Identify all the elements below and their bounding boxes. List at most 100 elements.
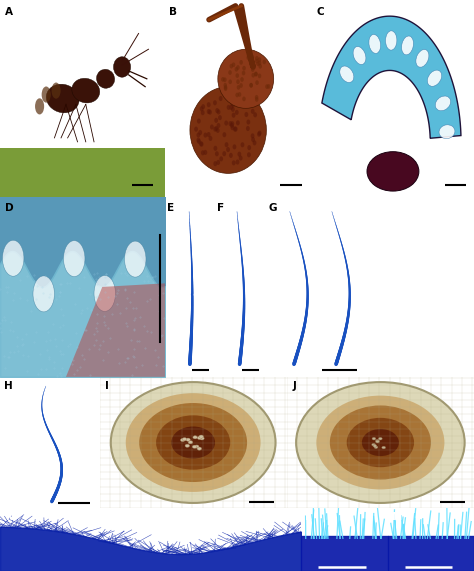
Circle shape — [193, 436, 197, 439]
Circle shape — [257, 132, 261, 137]
Circle shape — [372, 437, 376, 440]
Circle shape — [258, 74, 261, 78]
Text: I: I — [105, 381, 109, 392]
Ellipse shape — [35, 98, 44, 114]
Circle shape — [199, 435, 203, 438]
Circle shape — [197, 447, 201, 450]
Circle shape — [236, 159, 239, 164]
Circle shape — [213, 127, 217, 132]
Circle shape — [378, 437, 382, 440]
Circle shape — [222, 151, 226, 156]
Ellipse shape — [435, 96, 451, 111]
Circle shape — [249, 83, 253, 87]
Circle shape — [201, 150, 205, 155]
Ellipse shape — [97, 69, 115, 89]
Circle shape — [236, 65, 240, 70]
Circle shape — [232, 112, 236, 118]
Text: B: B — [169, 7, 177, 17]
Circle shape — [263, 59, 266, 65]
Circle shape — [215, 151, 219, 156]
Circle shape — [215, 108, 219, 113]
Circle shape — [234, 127, 237, 132]
Circle shape — [194, 127, 198, 132]
Circle shape — [251, 133, 255, 138]
Circle shape — [241, 142, 245, 147]
Circle shape — [251, 137, 255, 142]
Circle shape — [219, 156, 223, 162]
Circle shape — [232, 160, 236, 166]
Circle shape — [217, 123, 220, 128]
Text: C: C — [317, 7, 324, 17]
Ellipse shape — [52, 83, 61, 99]
Circle shape — [255, 97, 258, 102]
Circle shape — [182, 437, 187, 441]
Circle shape — [239, 83, 243, 88]
Circle shape — [230, 100, 234, 106]
Circle shape — [197, 119, 201, 124]
Circle shape — [214, 118, 218, 123]
Circle shape — [230, 121, 234, 126]
Circle shape — [235, 67, 238, 71]
Ellipse shape — [296, 382, 465, 503]
Circle shape — [382, 447, 385, 449]
Circle shape — [255, 56, 258, 61]
Circle shape — [265, 85, 269, 89]
Circle shape — [213, 100, 217, 106]
Circle shape — [251, 62, 255, 66]
Circle shape — [196, 138, 200, 143]
Ellipse shape — [72, 78, 100, 103]
Ellipse shape — [369, 34, 381, 54]
Ellipse shape — [428, 70, 442, 86]
Circle shape — [186, 438, 190, 441]
Circle shape — [237, 152, 241, 157]
Circle shape — [235, 110, 239, 115]
Ellipse shape — [439, 125, 455, 139]
Circle shape — [223, 83, 227, 87]
Circle shape — [216, 160, 220, 165]
Circle shape — [201, 110, 205, 115]
Text: F: F — [217, 203, 224, 214]
Circle shape — [197, 436, 202, 440]
Circle shape — [253, 112, 257, 118]
Circle shape — [207, 132, 210, 137]
Circle shape — [242, 96, 246, 101]
Circle shape — [213, 146, 217, 151]
Circle shape — [228, 70, 232, 75]
Circle shape — [228, 121, 232, 126]
Circle shape — [251, 55, 254, 59]
Ellipse shape — [416, 50, 429, 67]
Circle shape — [203, 150, 207, 155]
Bar — [0, 148, 165, 197]
Circle shape — [236, 73, 239, 78]
Circle shape — [233, 99, 237, 104]
Circle shape — [230, 123, 234, 128]
Circle shape — [219, 96, 223, 101]
Circle shape — [217, 110, 220, 115]
Circle shape — [197, 139, 201, 144]
Polygon shape — [66, 283, 165, 377]
Text: E: E — [167, 203, 174, 214]
Circle shape — [253, 140, 256, 146]
Circle shape — [246, 126, 250, 131]
Text: H: H — [4, 381, 13, 392]
Circle shape — [229, 105, 233, 110]
Text: J: J — [292, 381, 296, 392]
Circle shape — [246, 55, 250, 60]
Ellipse shape — [340, 66, 354, 82]
Circle shape — [255, 59, 258, 63]
Circle shape — [192, 445, 197, 448]
Ellipse shape — [385, 31, 397, 50]
Circle shape — [258, 64, 262, 69]
Circle shape — [199, 141, 203, 146]
Circle shape — [221, 77, 225, 82]
Circle shape — [209, 136, 212, 141]
Circle shape — [373, 445, 377, 447]
Circle shape — [267, 84, 270, 89]
Circle shape — [224, 120, 228, 126]
Circle shape — [240, 77, 244, 82]
Ellipse shape — [94, 275, 116, 311]
Circle shape — [251, 109, 255, 114]
Circle shape — [227, 105, 230, 110]
Circle shape — [236, 93, 239, 97]
Circle shape — [225, 142, 228, 147]
